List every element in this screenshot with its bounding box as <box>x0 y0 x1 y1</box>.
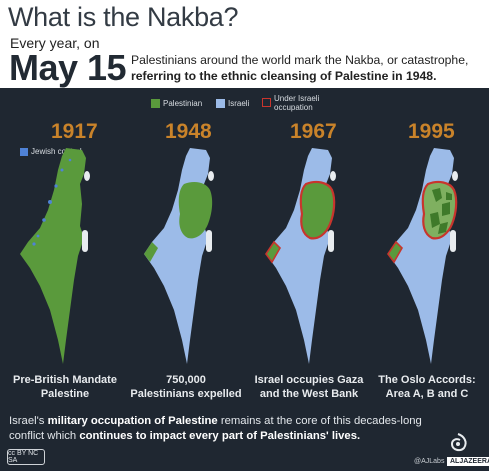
footer-line-2: conflict which continues to impact every… <box>9 430 360 442</box>
maps-svg <box>20 148 458 364</box>
page-title: What is the Nakba? <box>8 2 239 32</box>
legend-israeli-label: Israeli <box>228 99 250 108</box>
year-1948: 1948 <box>165 120 212 143</box>
footer-text: remains at the core of this decades-long <box>217 415 422 427</box>
legend-occupation-line1: Under Israeli <box>274 94 320 103</box>
legend-palestinian: Palestinian <box>151 99 202 108</box>
caption-1967-line1: Israel occupies Gaza <box>254 374 364 386</box>
year-1995: 1995 <box>408 120 455 143</box>
israeli-swatch <box>216 99 225 108</box>
caption-1995-line2: Area A, B and C <box>385 388 469 400</box>
caption-1948-line1: 750,000 <box>166 374 206 386</box>
footer-text: conflict which <box>9 430 80 442</box>
footer-emphasis: military occupation of Palestine <box>47 415 218 427</box>
legend-occupation-line2: occupation <box>274 103 313 112</box>
footer-emphasis: continues to impact every part of Palest… <box>79 430 361 442</box>
date-heading: May 15 <box>9 47 127 88</box>
palestinian-swatch <box>151 99 160 108</box>
caption-1917-line1: Pre-British Mandate <box>13 374 117 386</box>
map-1917 <box>20 148 90 364</box>
caption-1967-line2: and the West Bank <box>259 388 359 400</box>
brand-label: ALJAZEERA <box>447 457 489 466</box>
year-1917: 1917 <box>51 120 98 143</box>
caption-1948: 750,000 Palestinians expelled <box>126 373 246 401</box>
caption-1917: Pre-British Mandate Palestine <box>5 373 125 401</box>
map-1967 <box>265 148 336 364</box>
legend-jewish-control-label: Jewish control <box>31 147 82 156</box>
subtitle-line-1: Palestinians around the world mark the N… <box>131 53 469 67</box>
year-1967: 1967 <box>290 120 337 143</box>
caption-1917-line2: Palestine <box>40 388 90 400</box>
caption-1967: Israel occupies Gaza and the West Bank <box>249 373 369 401</box>
header: What is the Nakba? Every year, on May 15… <box>0 0 489 88</box>
credit-text: @AJLabs <box>414 458 445 465</box>
legend-israeli: Israeli <box>216 99 249 108</box>
footer-line-1: Israel's military occupation of Palestin… <box>9 415 422 427</box>
caption-1995: The Oslo Accords: Area A, B and C <box>367 373 487 401</box>
legend-palestinian-label: Palestinian <box>163 99 203 108</box>
creative-commons-badge: cc BY NC SA <box>7 449 45 465</box>
map-1995 <box>387 148 458 364</box>
legend-jewish-control: Jewish control <box>20 147 82 156</box>
subtitle-line-2: referring to the ethnic cleansing of Pal… <box>131 69 437 83</box>
footer-text: Israel's <box>9 415 48 427</box>
aljazeera-logo-icon <box>450 433 467 452</box>
jewish-control-swatch <box>20 147 28 156</box>
occupation-swatch <box>262 98 271 107</box>
legend-occupation: Under Israeli occupation <box>262 94 319 112</box>
every-year-text: Every year, on <box>10 35 100 51</box>
caption-1995-line1: The Oslo Accords: <box>378 374 476 386</box>
map-1948 <box>144 148 214 364</box>
caption-1948-line2: Palestinians expelled <box>130 388 242 400</box>
